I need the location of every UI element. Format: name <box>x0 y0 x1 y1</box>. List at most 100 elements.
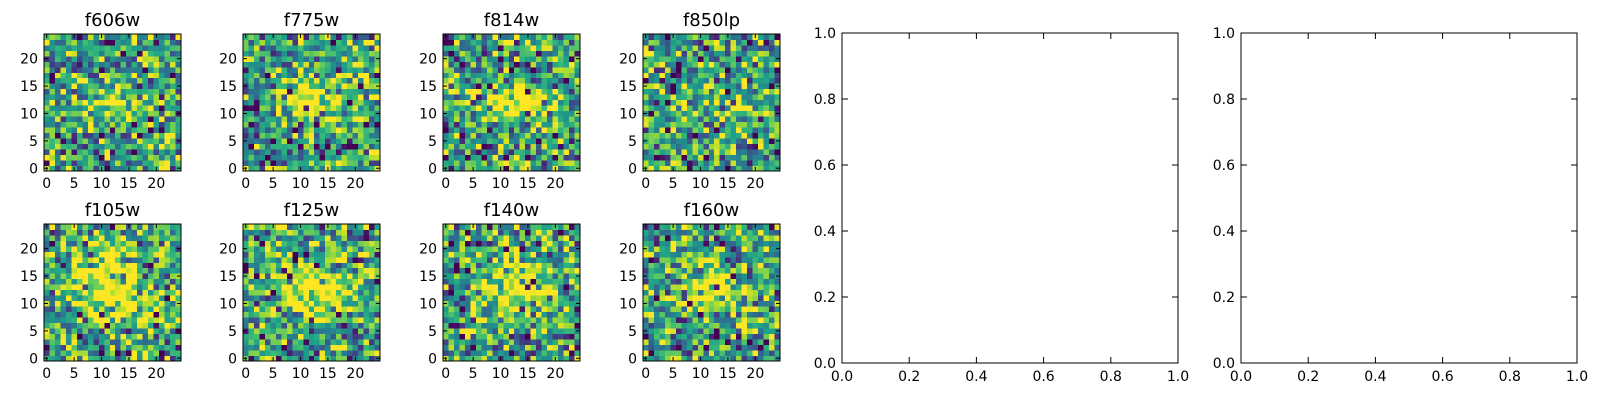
heatmap-cell <box>497 300 504 307</box>
heatmap-cell <box>464 105 471 112</box>
heatmap-cell <box>470 322 477 329</box>
heatmap-cell <box>736 344 743 351</box>
heatmap-cell <box>708 350 715 356</box>
heatmap-cell <box>714 311 721 318</box>
heatmap-cell <box>741 306 748 313</box>
heatmap-cell <box>530 333 537 340</box>
heatmap-cell <box>336 132 343 139</box>
heatmap-cell <box>170 72 176 79</box>
heatmap-cell <box>675 273 682 280</box>
heatmap-cell <box>275 295 282 302</box>
heatmap-cell <box>730 328 737 334</box>
heatmap-cell <box>104 224 111 230</box>
heatmap-cell <box>758 72 764 79</box>
heatmap-cell <box>303 322 310 329</box>
heatmap-cell <box>670 317 677 324</box>
heatmap-cell <box>530 245 537 252</box>
heatmap-cell <box>758 300 764 307</box>
heatmap-cell <box>308 284 315 291</box>
heatmap-cell <box>352 55 359 62</box>
heatmap-cell <box>120 61 127 68</box>
heatmap-cell <box>286 50 293 57</box>
heatmap-cell <box>336 306 343 313</box>
heatmap-cell <box>164 165 171 172</box>
heatmap-cell <box>126 284 133 291</box>
heatmap-cell <box>93 256 100 263</box>
heatmap-cell <box>336 251 343 258</box>
heatmap-cell <box>443 311 449 318</box>
heatmap-cell <box>170 256 176 263</box>
heatmap-cell <box>574 251 581 258</box>
heatmap-cell <box>369 311 375 318</box>
heatmap-cell <box>153 256 160 263</box>
heatmap-cell <box>131 251 138 258</box>
heatmap-cell <box>264 273 271 280</box>
x-tick-label: 15 <box>120 366 138 382</box>
heatmap-cell <box>486 229 493 236</box>
heatmap-cell <box>82 116 89 123</box>
heatmap-cell <box>264 240 271 247</box>
heatmap-cell <box>714 83 721 90</box>
heatmap-cell <box>303 234 310 241</box>
heatmap-cell <box>703 99 710 106</box>
heatmap-cell <box>292 224 299 230</box>
heatmap-cell <box>148 121 154 128</box>
heatmap-cell <box>341 300 348 307</box>
heatmap-cell <box>303 306 310 313</box>
heatmap-cell <box>159 322 165 329</box>
heatmap-cell <box>175 66 182 73</box>
y-tick-label: 20 <box>219 52 237 68</box>
heatmap-cell <box>653 44 660 51</box>
heatmap-cell <box>109 273 116 280</box>
heatmap-cell <box>292 143 299 150</box>
heatmap-cell <box>303 99 310 106</box>
heatmap-cell <box>131 55 138 62</box>
heatmap-cell <box>253 262 260 269</box>
heatmap-cell <box>275 245 282 252</box>
heatmap-cell <box>352 50 359 57</box>
heatmap-cell <box>758 333 764 340</box>
heatmap-cell <box>336 77 343 84</box>
heatmap-cell <box>736 39 743 46</box>
heatmap-cell <box>82 121 89 128</box>
heatmap-cell <box>314 66 321 73</box>
y-tick-label: 20 <box>20 52 38 68</box>
heatmap-cell <box>142 224 149 230</box>
heatmap-cell <box>358 116 364 123</box>
heatmap-cell <box>574 295 581 302</box>
heatmap-cell <box>115 55 122 62</box>
heatmap-cell <box>248 245 255 252</box>
heatmap-cell <box>98 311 105 318</box>
heatmap-cell <box>325 99 332 106</box>
heatmap-cell <box>314 278 321 285</box>
heatmap-cell <box>164 105 171 112</box>
heatmap-cell <box>358 328 364 334</box>
heatmap-cell <box>159 116 165 123</box>
heatmap-cell <box>341 127 348 134</box>
heatmap-cell <box>648 72 655 79</box>
heatmap-cell <box>741 317 748 324</box>
heatmap-cell <box>763 88 770 95</box>
heatmap-cell <box>363 344 370 351</box>
heatmap-cell <box>270 94 277 101</box>
heatmap-cell <box>659 149 666 155</box>
heatmap-cell <box>248 284 255 291</box>
heatmap-cell <box>459 66 466 73</box>
heatmap-cell <box>470 350 477 356</box>
heatmap-cell <box>54 295 61 302</box>
heatmap-cell <box>492 110 499 117</box>
heatmap-cell <box>44 289 50 296</box>
heatmap-cell <box>492 355 499 362</box>
heatmap-cell <box>563 127 570 134</box>
heatmap-cell <box>264 311 271 318</box>
heatmap-cell <box>104 110 111 117</box>
heatmap-cell <box>264 138 271 144</box>
heatmap-cell <box>44 240 50 247</box>
heatmap-cell <box>736 295 743 302</box>
heatmap-cell <box>569 83 575 90</box>
heatmap-cell <box>120 328 127 334</box>
heatmap-cell <box>347 39 353 46</box>
heatmap-cell <box>131 267 138 274</box>
heatmap-cell <box>126 61 133 68</box>
heatmap-cell <box>341 88 348 95</box>
